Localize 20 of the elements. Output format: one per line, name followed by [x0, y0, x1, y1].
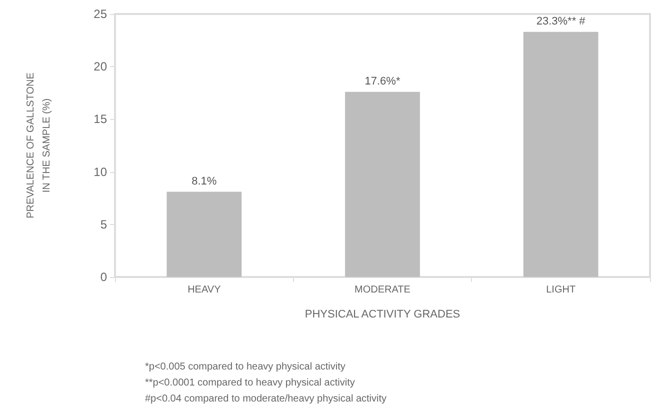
y-tick-label: 25 — [94, 7, 108, 21]
text: #p<0.04 compared to moderate/heavy physical activity — [145, 394, 387, 404]
y-tick-label: 10 — [94, 164, 108, 179]
bar — [166, 192, 242, 277]
y-tick-label: 0 — [100, 270, 108, 284]
bar — [345, 92, 420, 277]
data-label: 23.3%** # — [536, 15, 586, 28]
data-label: 17.6%* — [364, 75, 401, 88]
y-tick-label: 15 — [94, 112, 108, 126]
y-tick-label: 5 — [100, 217, 108, 232]
y-tick-label: 20 — [94, 60, 108, 74]
x-tick-label: LIGHT — [546, 284, 576, 296]
y-axis-title: PREVALENCE OF GALLSTONE IN THE SAMPLE (%) — [26, 72, 52, 218]
x-tick-label: HEAVY — [188, 284, 222, 296]
x-tick-label: MODERATE — [354, 284, 411, 296]
data-label: 8.1% — [192, 175, 217, 188]
bar — [523, 32, 598, 277]
x-axis-title: PHYSICAL ACTIVITY GRADES — [304, 308, 460, 320]
text: *p<0.005 compared to heavy physical activity — [145, 362, 346, 372]
text: **p<0.0001 compared to heavy physical activity — [145, 378, 355, 388]
